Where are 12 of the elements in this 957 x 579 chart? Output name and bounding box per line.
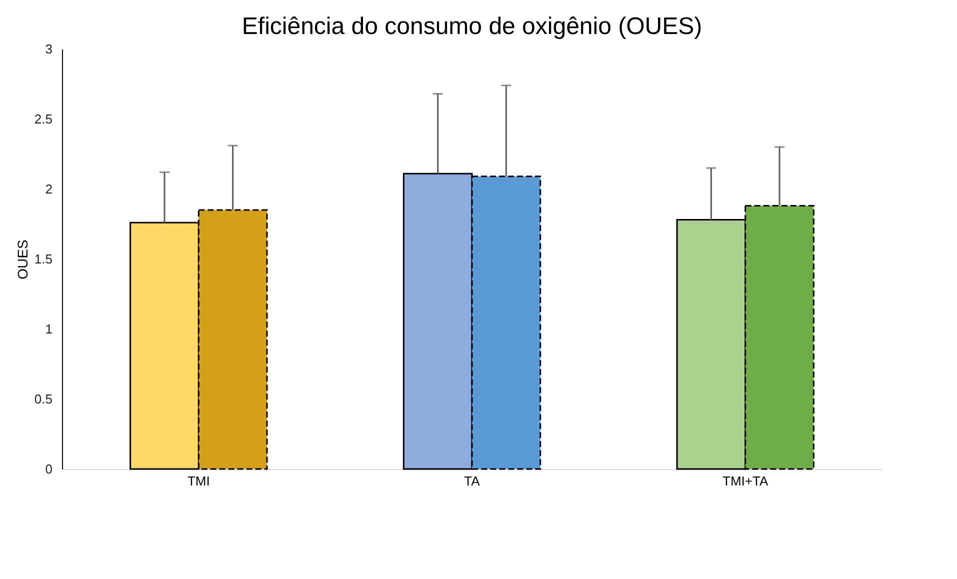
y-axis-title: OUES [14, 240, 30, 280]
y-tick-label: 2.5 [34, 112, 52, 126]
x-tick-label: TMI+TA [722, 474, 768, 488]
x-tick-label: TMI [187, 474, 210, 488]
chart-title: Eficiência do consumo de oxigênio (OUES) [242, 13, 702, 40]
y-tick-label: 1 [45, 322, 52, 336]
y-tick-label: 0.5 [34, 392, 52, 406]
y-tick-label: 1.5 [34, 252, 52, 266]
x-tick-label: TA [464, 474, 480, 488]
y-tick-label: 2 [45, 182, 52, 196]
y-tick-label: 0 [45, 462, 52, 476]
y-tick-label: 3 [45, 42, 52, 56]
